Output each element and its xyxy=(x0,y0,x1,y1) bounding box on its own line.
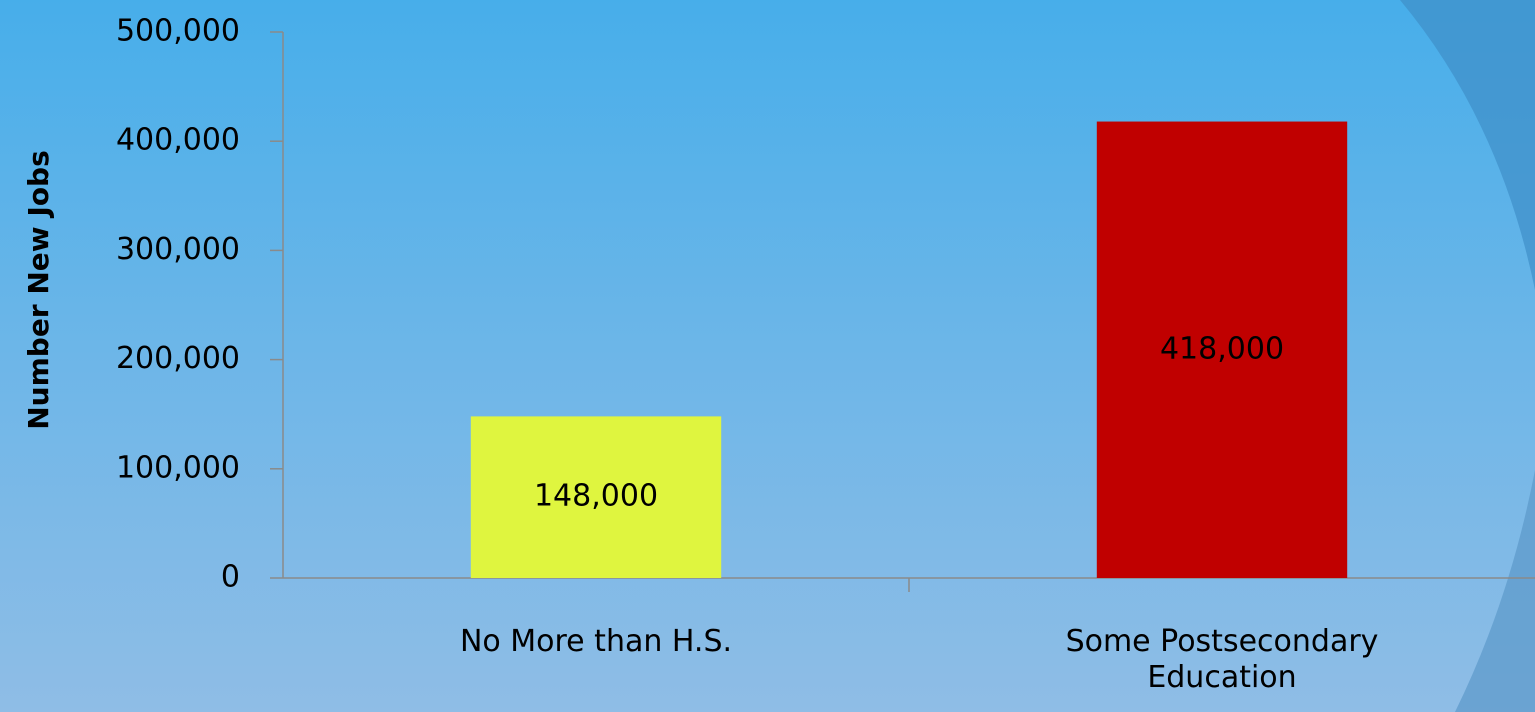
x-tick-label: No More than H.S. xyxy=(459,624,733,659)
y-axis-label: Number New Jobs xyxy=(22,150,55,430)
y-tick-label: 500,000 xyxy=(116,14,240,49)
data-label: 418,000 xyxy=(1160,331,1284,366)
y-tick-label: 400,000 xyxy=(116,123,240,158)
bar xyxy=(470,416,722,578)
data-label: 148,000 xyxy=(534,479,658,514)
decor-arc xyxy=(1455,470,1535,712)
y-tick-label: 100,000 xyxy=(116,450,240,485)
x-tick-label: Some Postsecondary Education xyxy=(1065,624,1379,695)
decor-arc xyxy=(1400,0,1535,290)
y-tick-label: 300,000 xyxy=(116,232,240,267)
y-tick-label: 0 xyxy=(221,560,240,595)
bar xyxy=(1096,121,1348,578)
y-tick-label: 200,000 xyxy=(116,341,240,376)
